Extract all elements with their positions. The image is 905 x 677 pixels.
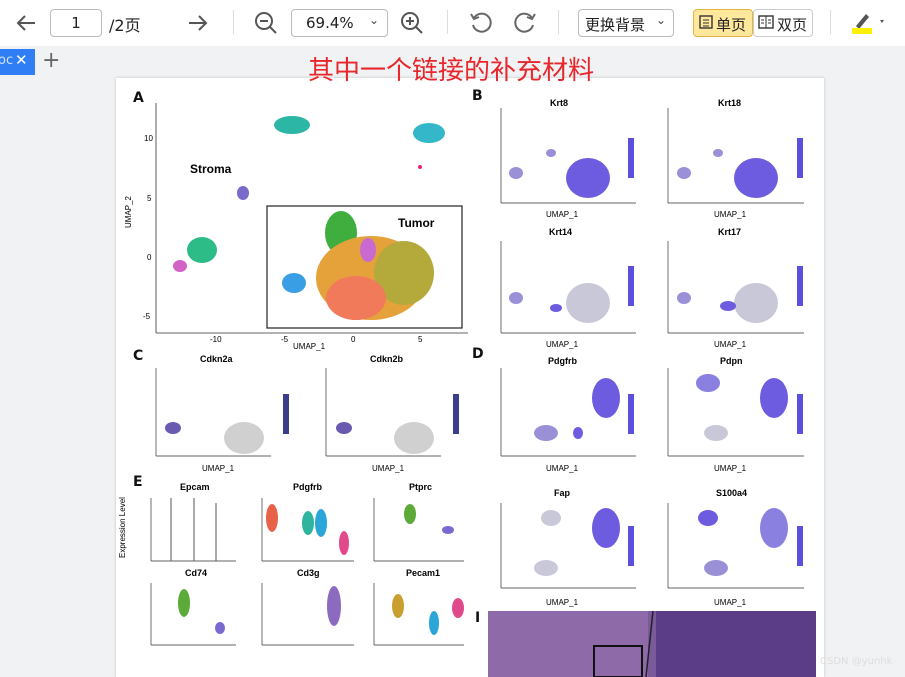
zoom-value: 69.4% [306,14,354,32]
panel-label: B [472,88,483,104]
cluster-label-stroma: Stroma [190,162,232,176]
plot-title: Fap [554,488,571,498]
panel-b-feature-plots [500,108,804,334]
figure-canvas [150,103,816,677]
plot-title: Epcam [180,482,210,492]
document-page: A B C D E I Stroma Tumor UMAP_1 UMAP_2 -… [116,78,824,677]
tick-label: 0 [351,335,356,344]
plot-title: Cdkn2b [370,354,404,364]
axis-label: UMAP_1 [293,342,326,351]
back-arrow-icon[interactable] [12,10,40,36]
close-icon[interactable]: ✕ [15,51,28,69]
axis-label: Expression Level [118,497,127,558]
zoom-select[interactable]: 69.4% ⌄ [291,9,388,37]
axis-label: UMAP_1 [714,210,747,219]
page-total: /2页 [109,16,141,35]
plot-title: Cd3g [297,568,320,578]
tick-label: 5 [147,194,152,203]
axis-label: UMAP_1 [546,340,579,349]
axis-label: UMAP_1 [372,464,405,473]
axis-label: UMAP_1 [714,598,747,607]
double-page-button[interactable]: 双页 [753,9,813,37]
zoom-in-icon[interactable] [398,9,426,37]
tick-label: 10 [144,134,153,143]
toolbar: 1 /2页 69.4% ⌄ 更换背景 ⌄ 单页 双页 [0,0,905,47]
axis-label: UMAP_1 [546,210,579,219]
panel-label: I [475,610,481,626]
page-number-input[interactable]: 1 [50,9,102,37]
tab-document[interactable]: oc ✕ [0,49,35,75]
panel-c-feature-plots [155,368,459,457]
plot-title: Krt17 [718,227,742,237]
chevron-down-icon: ⌄ [655,13,666,27]
plot-title: Pdpn [720,356,743,366]
panel-label: A [133,90,144,106]
watermark: CSDN @yunhk [820,656,893,667]
plot-title: S100a4 [716,488,748,498]
cluster-label-tumor: Tumor [398,216,435,230]
new-tab-icon[interactable]: + [42,48,61,73]
panel-a-umap [155,103,468,334]
panel-d-feature-plots [500,368,804,589]
highlighter-icon[interactable] [848,8,888,38]
axis-label: UMAP_1 [714,464,747,473]
tick-label: -5 [281,335,289,344]
single-page-label: 单页 [716,16,747,34]
plot-title: Krt14 [549,227,573,237]
tab-label: oc [0,53,14,68]
plot-title: Krt8 [550,98,569,108]
axis-label: UMAP_1 [714,340,747,349]
chevron-down-icon: ⌄ [368,13,379,27]
double-page-icon [758,15,774,33]
panel-i-histology [488,610,816,677]
axis-label: UMAP_1 [546,464,579,473]
axis-label: UMAP_2 [124,195,133,228]
double-page-label: 双页 [777,16,808,34]
panel-e-violin-plots [150,498,464,646]
tick-label: 5 [418,335,423,344]
axis-label: UMAP_1 [546,598,579,607]
plot-title: Pdgfrb [293,482,322,492]
panel-label: C [133,348,144,364]
single-page-icon [699,15,713,33]
plot-title: Cdkn2a [200,354,233,364]
panel-label: D [472,346,484,362]
change-background-select[interactable]: 更换背景 ⌄ [578,9,674,37]
axis-label: UMAP_1 [202,464,235,473]
plot-title: Cd74 [185,568,208,578]
panel-label: E [133,474,143,490]
tick-label: -5 [143,312,151,321]
plot-title: Pecam1 [406,568,441,578]
plot-title: Krt18 [718,98,742,108]
forward-arrow-icon[interactable] [184,10,212,36]
rotate-left-icon[interactable] [467,9,495,37]
zoom-out-icon[interactable] [252,9,280,37]
annotation-text: 其中一个链接的补充材料 [308,56,595,86]
plot-title: Pdgfrb [548,356,577,366]
plot-title: Ptprc [409,482,433,492]
single-page-button[interactable]: 单页 [693,9,753,37]
rotate-right-icon[interactable] [511,9,539,37]
tick-label: -10 [210,335,222,344]
background-label: 更换背景 [585,16,646,34]
tab-bar: oc ✕ [0,46,905,76]
tick-label: 0 [147,253,152,262]
